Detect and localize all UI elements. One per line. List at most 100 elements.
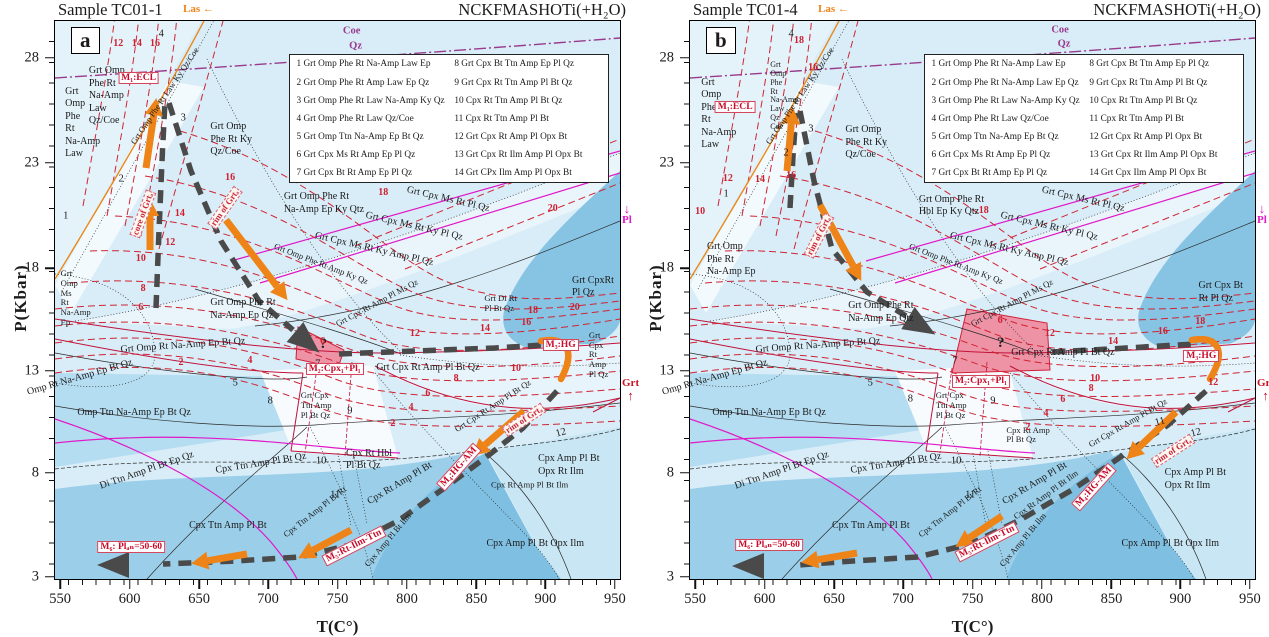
y-tick-label: 3 [31,568,39,585]
y-tick-label: 18 [24,259,40,276]
field-label: Cpx Ttn Amp Pl Bt [189,519,267,531]
field-number: 10 [315,455,327,467]
legend-item: 14 Grt CPx Ilm Amp Pl Opx Bt [454,167,572,178]
legend-column-1: 1 Grt Omp Phe Rt Na-Amp Law Ep 2 Grt Omp … [296,59,450,177]
field-label-stack: Cpx Rt Hbl Pl Bt Qz [345,447,393,472]
isopleth-value: 8 [453,372,459,384]
metamorphic-stage-label: M₃:HG [1183,349,1220,362]
uncertainty-question-mark: ? [319,335,328,352]
isopleth-value: 8 [140,282,146,294]
metamorphic-stage-label: M₆: Plₐₙ=50-60 [97,540,166,553]
y-tick-label: 18 [659,259,675,276]
legend-item: 4 Grt Omp Phe Rt Law Qz/Coe [296,113,414,124]
plagioclase-in-marker: ↓ Pl [1257,201,1267,227]
isopleth-value: 4 [408,402,414,413]
legend-item: 2 Grt Omp Phe Rt Amp Law Ep Qz [296,77,430,88]
x-tick-label: 800 [1031,591,1053,607]
isopleth-value: 16 [786,169,797,181]
isopleth-value: 18 [378,186,389,198]
field-label: Grt Omp Rt Na-Amp Ep Bt Qz [120,335,246,355]
legend-item: 10 Cpx Rt Ttn Amp Pl Bt Qz [454,95,563,106]
metamorphic-stage-label: M₃:HG [542,338,579,351]
up-arrow-icon: ↑ [1262,388,1269,404]
x-tick-label: 550 [684,591,706,607]
field-label: Cpx Ttn Amp Pl Bt Qz [214,450,308,476]
sample-title: Sample TC01-4 [693,0,798,19]
y-axis-label: P(Kbar) [11,264,30,332]
field-label: Omp Ttn Na-Amp Ep Bt Qz [77,407,191,419]
isopleth-value: 14 [479,322,490,334]
x-tick-label: 650 [823,591,845,607]
isopleth-value: 10 [1090,372,1101,384]
field-label: Cpx Ttn Amp Pl Bt [831,519,910,531]
y-axis-label: P(Kbar) [646,264,665,332]
field-number: 11 [330,489,341,501]
field-label: Cpx Amp Pl Bt Opx Ilm [1121,537,1220,549]
metamorphic-stage-label: M₆: Plₐₙ=50-60 [735,538,803,551]
isopleth-value: 14 [1108,335,1119,347]
isopleth-value: 4 [1043,407,1049,419]
x-tick-label: 800 [396,591,418,607]
legend-item: 11 Cpx Rt Ttn Amp Pl Bt [1089,113,1184,124]
isopleth-value: 10 [695,206,706,218]
x-tick-label: 900 [1169,591,1192,607]
polymorph-label: Qz [349,40,362,52]
field-label-stack: Grt Omp Phe Rt Na-Amp Law [65,85,101,160]
field-number: 12 [554,426,568,440]
field-label: Grt Cpx Ms Rt Pl Qz [405,183,491,214]
polymorph-label: Qz [1057,38,1071,50]
field-label-stack: Cpx Amp Pl Bt Opx Rt Ilm [538,453,600,477]
field-label: Cpx Amp Pl Bt Opx Ilm [486,537,585,549]
plagioclase-in-marker: ↓ Pl [622,201,632,227]
x-tick-label: 700 [257,591,279,607]
field-labels-layer: Grt Omp Phe Rt Na-Amp Law Grt Omp Phe Rt Na-Amp Law… [661,21,1255,579]
field-number: 1 [723,188,729,200]
y-tick-label: 13 [659,362,675,379]
legend-item: 3 Grt Omp Phe Rt Law Na-Amp Ky Qz [296,95,445,106]
garnet-zone-label: rim of Grtₐ [206,186,243,230]
legend-column-1: 1 Grt Omp Phe Rt Na-Amp Law Ep 2 Grt Omp … [931,59,1085,177]
metamorphic-stage-label: M₁:ECL [118,71,160,84]
metamorphic-stage-label: M₂:Cpx₁+Pl₁ [305,362,364,375]
x-tick-label: 750 [961,591,984,607]
isopleth-value: 2 [1025,422,1031,434]
lawsonite-out-marker: Las ← [183,3,214,15]
field-number: 7 [952,355,958,367]
metamorphic-stage-label: M₄:HG-AM [436,442,482,492]
field-label-stack: Grt Omp Phe Rt Na-Amp Law Qz/Coe [88,65,125,127]
field-number: 9 [347,405,353,417]
legend-item: 5 Grt Omp Ttn Na-Amp Ep Bt Qz [931,131,1059,142]
y-tick-label: 13 [24,362,40,379]
field-label: Grt Cpx Ms Rt Ky Pl Qz [364,210,464,244]
isopleth-value: 12 [1044,327,1055,339]
legend-item: 9 Grt Cpx Rt Ttn Amp Pl Bt Qz [454,77,573,88]
x-tick-label: 600 [753,591,776,607]
y-tick-label: 23 [24,154,40,171]
garnet-zone-label: rim of Grtₐ [501,402,547,438]
x-tick-label: 900 [534,591,557,607]
plot-area: a 1 Grt Omp Phe Rt Na-Amp Law Ep 2 Grt Om… [11,20,639,636]
legend-item: 12 Grt Cpx Rt Amp Pl Opx Bt [454,131,568,142]
isopleth-value: 14 [131,37,142,49]
x-tick-label: 950 [1239,591,1261,607]
x-tick-label: 750 [326,591,349,607]
field-label-stack: Grt Omp Phe Rt Na-Amp Ep Qtz [848,300,914,324]
garnet-zone-label: core of Grtₐ [129,189,157,238]
x-axis-minor-ticks [690,579,1255,585]
isopleth-value: 18 [794,34,805,46]
legend-item: 6 Grt Cpx Ms Rt Amp Ep Pl Qz [296,149,416,160]
field-label-stack: Grt Omp Phe Rt Na-Amp Ep Qz [210,297,276,321]
lawsonite-out-marker: Las ← [818,3,849,15]
x-axis-label: T(C°) [951,617,994,636]
panel-letter: b [706,27,736,54]
garnet-out-marker: Grt ↑ [1257,377,1269,404]
isopleth-value: 6 [320,335,326,347]
field-number: 5 [232,377,238,389]
field-label: Grt Cpx Ms Rt Pl Qz [1040,183,1126,214]
isopleth-value: 4 [247,354,253,366]
field-label-stack: Cpx Rt Amp Pl Bt Qz [1006,424,1050,445]
legend-item: 9 Grt Cpx Rt Ttn Amp Pl Bt Qz [1089,77,1208,88]
y-tick-label: 8 [31,464,39,481]
field-label: Grt Omp Phe Rt Law Ky Qz/Coe [128,45,201,147]
field-label: Grt Cpx Rt Amp Pl Bt Qz [376,361,480,373]
